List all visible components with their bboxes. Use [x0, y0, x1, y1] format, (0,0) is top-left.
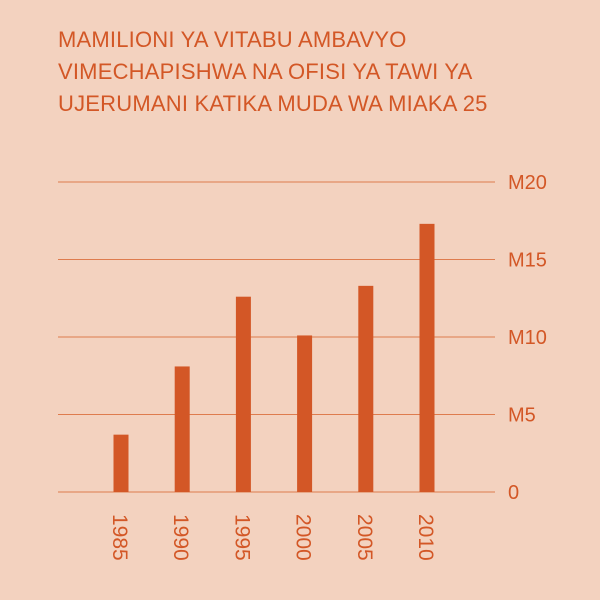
x-tick-label-2010: 2010: [414, 514, 437, 561]
chart-title-line-2: VIMECHAPISHWA NA OFISI YA TAWI YA: [58, 59, 473, 84]
y-axis-ticks: 0 M5 M10 M15 M20: [508, 172, 547, 504]
bars-layer: [113, 223, 435, 492]
bar-2010: [419, 223, 435, 492]
x-axis-labels: 1985 1990 1995 2000 2005 2010: [108, 514, 437, 561]
bar-1990: [174, 366, 190, 492]
y-tick-label: M10: [508, 327, 547, 349]
y-tick-label: M20: [508, 172, 547, 194]
x-tick-label-2005: 2005: [353, 514, 376, 561]
x-tick-label-1985: 1985: [108, 514, 131, 561]
bar-1995: [235, 296, 251, 492]
x-tick-label-1990: 1990: [169, 514, 192, 561]
x-tick-label-1995: 1995: [230, 514, 253, 561]
bar-2000: [297, 335, 313, 492]
x-tick-label-2000: 2000: [292, 514, 315, 561]
chart-title: MAMILIONI YA VITABU AMBAVYO VIMECHAPISHW…: [58, 24, 578, 120]
bar-2005: [358, 285, 374, 492]
chart-title-line-1: MAMILIONI YA VITABU AMBAVYO: [58, 27, 407, 52]
y-tick-label: M15: [508, 250, 547, 272]
bar-1985: [113, 434, 129, 492]
chart-title-line-3: UJERUMANI KATIKA MUDA WA MIAKA 25: [58, 91, 488, 116]
y-tick-label: 0: [508, 482, 519, 504]
y-tick-label: M5: [508, 405, 536, 427]
